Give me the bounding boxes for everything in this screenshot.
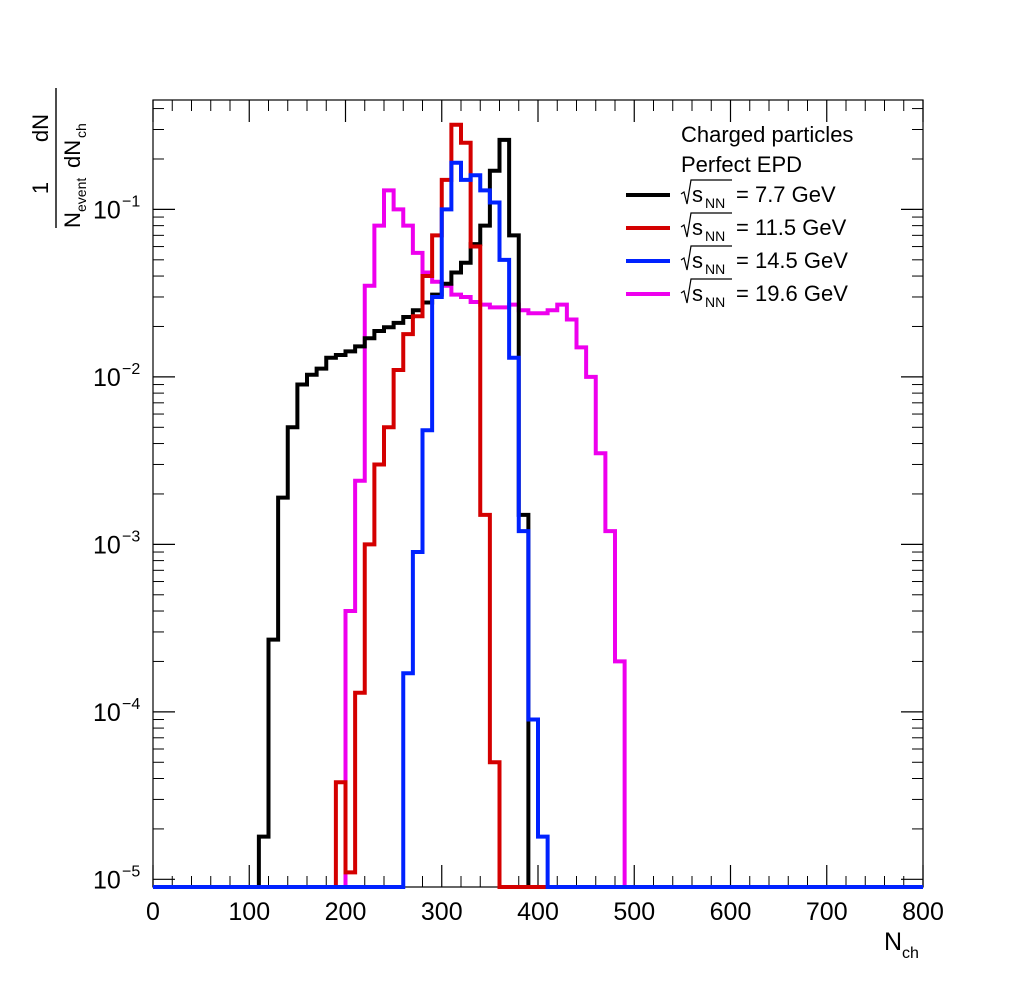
legend-label-1: = 7.7 GeV: [736, 182, 836, 207]
legend-sub-nn: NN: [705, 228, 725, 244]
y-tick-label: 10: [93, 866, 121, 894]
x-tick-label: 500: [613, 898, 655, 926]
y-tick-label: 10: [93, 699, 121, 727]
x-tick-label: 600: [710, 898, 752, 926]
y-label-den-b: dN: [60, 140, 85, 168]
y-tick-exponent: −5: [122, 863, 140, 880]
x-tick-label: 100: [228, 898, 270, 926]
x-tick-label: 700: [806, 898, 848, 926]
y-label-numerator-1: 1: [28, 182, 53, 194]
series-line-1: [153, 137, 923, 889]
series-layer: [153, 122, 923, 889]
legend-sqrt-sign: [680, 179, 732, 205]
y-axis-label: 1 dN N event dN ch: [28, 88, 89, 228]
legend-sqrt-sign: [680, 212, 732, 238]
x-tick-label: 0: [146, 898, 160, 926]
y-label-numerator-dn: dN: [28, 114, 53, 142]
x-axis-ticks: 0 100 200 300 400 500 600 700 800: [146, 100, 944, 926]
legend-sqrt-s: s: [692, 281, 703, 306]
y-tick-label: 10: [93, 196, 121, 224]
legend-sqrt-s: s: [692, 215, 703, 240]
y-tick-exponent: −1: [122, 193, 140, 210]
x-axis-label: N: [884, 928, 902, 956]
y-tick-exponent: −4: [122, 696, 140, 713]
x-tick-label: 400: [517, 898, 559, 926]
legend-header-1: Charged particles: [681, 122, 853, 147]
y-label-den-a: N: [60, 212, 85, 228]
series-line-3: [153, 160, 923, 889]
y-axis-ticks: 10−110−210−310−410−5: [93, 108, 923, 894]
x-tick-label: 800: [902, 898, 944, 926]
legend-sub-nn: NN: [705, 294, 725, 310]
y-label-den-a-sub: event: [73, 178, 89, 212]
x-tick-label: 200: [325, 898, 367, 926]
legend-header-2: Perfect EPD: [681, 152, 802, 177]
y-tick-exponent: −3: [122, 528, 140, 545]
legend-sub-nn: NN: [705, 195, 725, 211]
legend-sqrt-s: s: [692, 248, 703, 273]
legend-sqrt-sign: [680, 245, 732, 271]
legend: Charged particles Perfect EPD s NN = 7.7 G…: [626, 122, 853, 310]
legend-label-2: = 11.5 GeV: [736, 215, 847, 240]
legend-sqrt-sign: [680, 278, 732, 304]
legend-sub-nn: NN: [705, 261, 725, 277]
y-tick-exponent: −2: [122, 361, 140, 378]
x-axis-label-sub: ch: [902, 945, 919, 962]
y-tick-label: 10: [93, 364, 121, 392]
legend-label-3: = 14.5 GeV: [736, 248, 848, 273]
legend-sqrt-s: s: [692, 182, 703, 207]
legend-label-4: = 19.6 GeV: [736, 281, 848, 306]
x-tick-label: 300: [421, 898, 463, 926]
series-line-2: [153, 122, 923, 889]
y-tick-label: 10: [93, 531, 121, 559]
y-label-den-b-sub: ch: [73, 123, 89, 138]
